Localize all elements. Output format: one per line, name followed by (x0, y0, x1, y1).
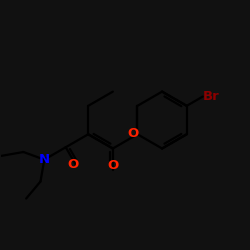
Text: N: N (39, 153, 50, 166)
Text: O: O (128, 126, 139, 140)
Text: O: O (107, 158, 118, 172)
Text: O: O (67, 158, 78, 171)
Text: Br: Br (203, 90, 220, 103)
